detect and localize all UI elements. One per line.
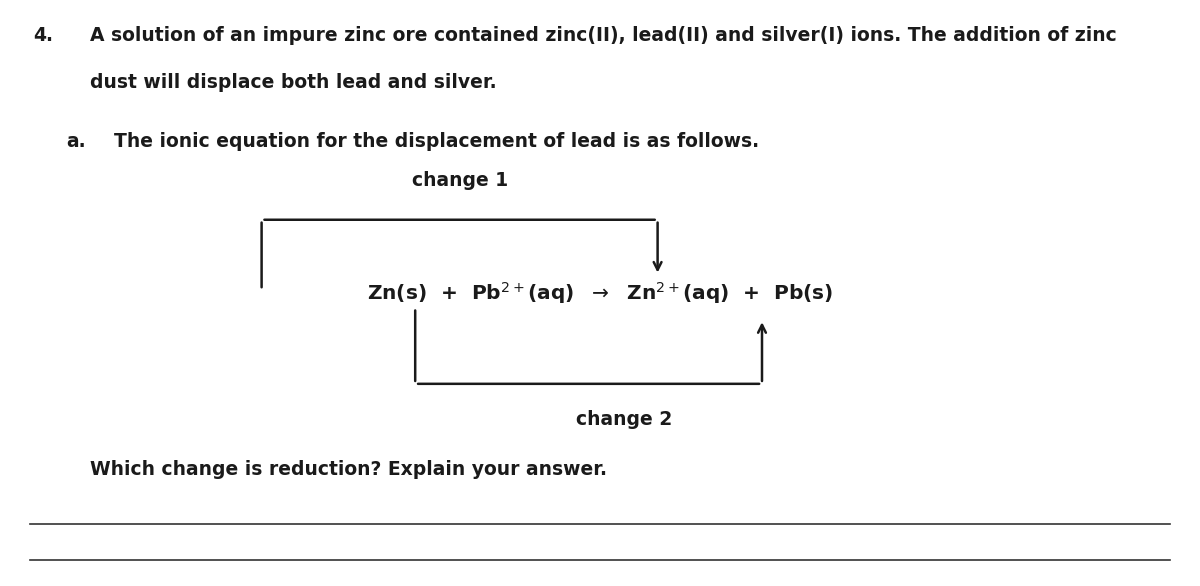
Text: change 2: change 2	[576, 410, 673, 429]
Text: Which change is reduction? Explain your answer.: Which change is reduction? Explain your …	[90, 460, 607, 479]
Text: 4.: 4.	[34, 26, 54, 45]
Text: Zn(s)  +  Pb$^{2+}$(aq)  $\rightarrow$  Zn$^{2+}$(aq)  +  Pb(s): Zn(s) + Pb$^{2+}$(aq) $\rightarrow$ Zn$^…	[367, 280, 833, 306]
Text: a.: a.	[66, 132, 85, 151]
Text: A solution of an impure zinc ore contained zinc(II), lead(II) and silver(I) ions: A solution of an impure zinc ore contain…	[90, 26, 1117, 45]
Text: The ionic equation for the displacement of lead is as follows.: The ionic equation for the displacement …	[114, 132, 760, 151]
Text: dust will displace both lead and silver.: dust will displace both lead and silver.	[90, 73, 497, 92]
Text: change 1: change 1	[412, 172, 508, 190]
